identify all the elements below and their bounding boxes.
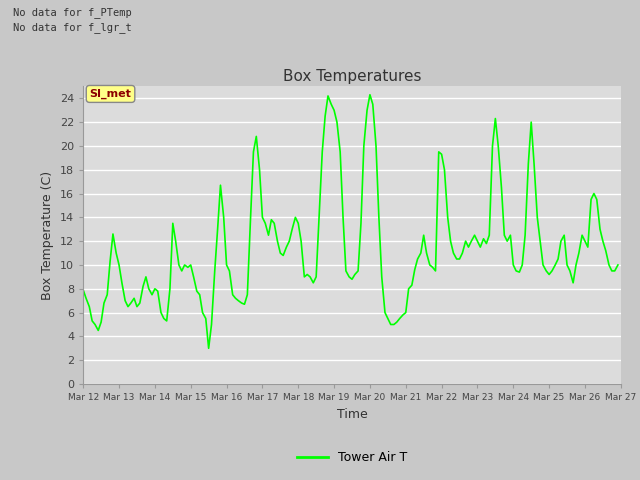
X-axis label: Time: Time [337,408,367,420]
Title: Box Temperatures: Box Temperatures [283,69,421,84]
Y-axis label: Box Temperature (C): Box Temperature (C) [42,170,54,300]
Text: No data for f_PTemp: No data for f_PTemp [13,7,132,18]
Text: No data for f_lgr_t: No data for f_lgr_t [13,22,132,33]
Text: SI_met: SI_met [90,89,131,99]
Legend: Tower Air T: Tower Air T [292,446,412,469]
